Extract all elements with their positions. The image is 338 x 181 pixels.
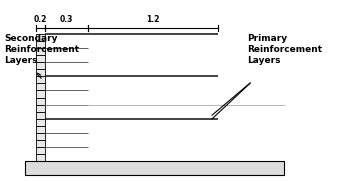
Bar — [36, 119, 45, 126]
Bar — [25, 161, 284, 175]
Bar — [36, 126, 45, 133]
Bar — [36, 133, 45, 140]
Bar — [36, 90, 45, 98]
Text: 1.2: 1.2 — [146, 15, 160, 24]
Bar — [36, 48, 45, 55]
Text: Secondary
Reinforcement
Layers: Secondary Reinforcement Layers — [4, 34, 79, 65]
Text: 0.3: 0.3 — [60, 15, 73, 24]
Bar — [36, 41, 45, 48]
Bar — [36, 98, 45, 105]
Bar — [36, 83, 45, 90]
Bar — [36, 111, 45, 119]
Bar — [36, 34, 45, 41]
Bar — [36, 140, 45, 147]
Bar — [36, 55, 45, 62]
Text: 0.2: 0.2 — [34, 15, 47, 24]
Bar — [36, 76, 45, 83]
Bar — [36, 105, 45, 111]
Bar — [36, 147, 45, 154]
Bar — [36, 70, 45, 76]
Bar — [36, 154, 45, 161]
Bar — [36, 62, 45, 70]
Text: Primary
Reinforcement
Layers: Primary Reinforcement Layers — [247, 34, 323, 65]
